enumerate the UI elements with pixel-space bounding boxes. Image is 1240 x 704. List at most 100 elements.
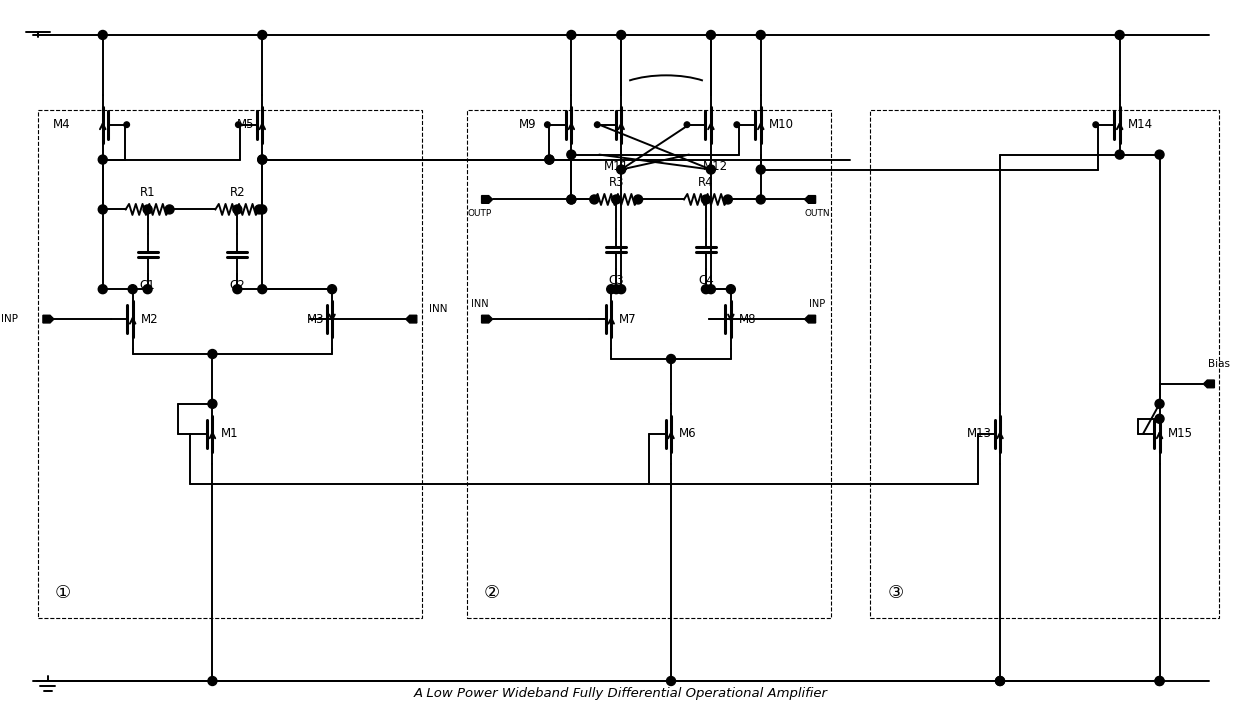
Text: OUTN: OUTN <box>805 209 831 218</box>
Text: M2: M2 <box>140 313 159 325</box>
Circle shape <box>611 284 621 294</box>
Circle shape <box>258 30 267 39</box>
Circle shape <box>143 284 153 294</box>
Circle shape <box>233 284 242 294</box>
Circle shape <box>684 122 689 127</box>
Circle shape <box>165 205 174 214</box>
Text: R4: R4 <box>698 177 714 189</box>
Circle shape <box>616 165 626 174</box>
Circle shape <box>208 349 217 358</box>
Circle shape <box>258 284 267 294</box>
Text: R1: R1 <box>140 187 155 199</box>
Polygon shape <box>481 315 492 323</box>
Bar <box>870 110 1219 618</box>
Text: ③: ③ <box>888 584 904 602</box>
Circle shape <box>567 150 575 159</box>
Circle shape <box>702 195 711 204</box>
Circle shape <box>606 284 616 294</box>
Polygon shape <box>805 315 816 323</box>
Text: M6: M6 <box>680 427 697 440</box>
Circle shape <box>667 677 676 686</box>
Circle shape <box>1115 150 1125 159</box>
Circle shape <box>727 284 735 294</box>
Circle shape <box>707 30 715 39</box>
Circle shape <box>98 155 107 164</box>
Polygon shape <box>1203 380 1214 388</box>
Text: R3: R3 <box>609 177 624 189</box>
Circle shape <box>723 195 733 204</box>
Circle shape <box>702 284 711 294</box>
Polygon shape <box>481 196 492 203</box>
Circle shape <box>667 355 676 363</box>
Circle shape <box>98 284 107 294</box>
Text: M4: M4 <box>53 118 71 131</box>
Circle shape <box>707 165 715 174</box>
Circle shape <box>1156 677 1164 686</box>
Text: R2: R2 <box>229 187 246 199</box>
Circle shape <box>233 205 242 214</box>
Text: INN: INN <box>471 299 489 309</box>
Text: C3: C3 <box>609 275 624 287</box>
Circle shape <box>544 122 551 127</box>
Polygon shape <box>43 315 53 323</box>
Text: INN: INN <box>429 304 448 314</box>
Circle shape <box>594 122 600 127</box>
Bar <box>38 110 422 618</box>
Text: A Low Power Wideband Fully Differential Operational Amplifier: A Low Power Wideband Fully Differential … <box>414 687 828 700</box>
Text: M10: M10 <box>769 118 794 131</box>
Polygon shape <box>805 196 816 203</box>
Text: M15: M15 <box>1168 427 1193 440</box>
Circle shape <box>996 677 1004 686</box>
Circle shape <box>1156 415 1164 423</box>
Circle shape <box>611 195 621 204</box>
Circle shape <box>634 195 642 204</box>
Polygon shape <box>405 315 417 323</box>
Circle shape <box>1156 399 1164 408</box>
Circle shape <box>544 155 554 164</box>
Circle shape <box>544 155 554 164</box>
Text: Bias: Bias <box>1208 359 1230 369</box>
Circle shape <box>734 122 739 127</box>
Text: M8: M8 <box>739 313 756 325</box>
Circle shape <box>996 677 1004 686</box>
Circle shape <box>756 165 765 174</box>
Text: M13: M13 <box>967 427 992 440</box>
Circle shape <box>1092 122 1099 127</box>
Circle shape <box>124 122 129 127</box>
Text: M11: M11 <box>604 160 629 172</box>
Circle shape <box>567 195 575 204</box>
Circle shape <box>327 284 336 294</box>
Circle shape <box>254 205 264 214</box>
Text: OUTP: OUTP <box>467 209 492 218</box>
Text: M5: M5 <box>237 118 254 131</box>
Circle shape <box>128 284 138 294</box>
Circle shape <box>756 195 765 204</box>
Text: M9: M9 <box>518 118 537 131</box>
Text: C2: C2 <box>229 279 246 292</box>
Text: INP: INP <box>810 299 826 309</box>
Circle shape <box>707 284 715 294</box>
Text: M12: M12 <box>703 160 728 172</box>
Circle shape <box>98 205 107 214</box>
Text: C4: C4 <box>698 275 714 287</box>
Circle shape <box>567 195 575 204</box>
Text: M7: M7 <box>619 313 637 325</box>
Text: C1: C1 <box>140 279 155 292</box>
Circle shape <box>616 284 626 294</box>
Circle shape <box>590 195 599 204</box>
Circle shape <box>1156 150 1164 159</box>
Circle shape <box>616 30 626 39</box>
Circle shape <box>208 677 217 686</box>
Text: M14: M14 <box>1127 118 1153 131</box>
Circle shape <box>1156 677 1164 686</box>
Text: INP: INP <box>1 314 19 324</box>
Circle shape <box>258 205 267 214</box>
Circle shape <box>1115 30 1125 39</box>
Circle shape <box>258 155 267 164</box>
Text: ②: ② <box>484 584 500 602</box>
Text: ①: ① <box>55 584 71 602</box>
Circle shape <box>208 399 217 408</box>
Circle shape <box>756 30 765 39</box>
Text: M3: M3 <box>306 313 324 325</box>
Circle shape <box>567 30 575 39</box>
